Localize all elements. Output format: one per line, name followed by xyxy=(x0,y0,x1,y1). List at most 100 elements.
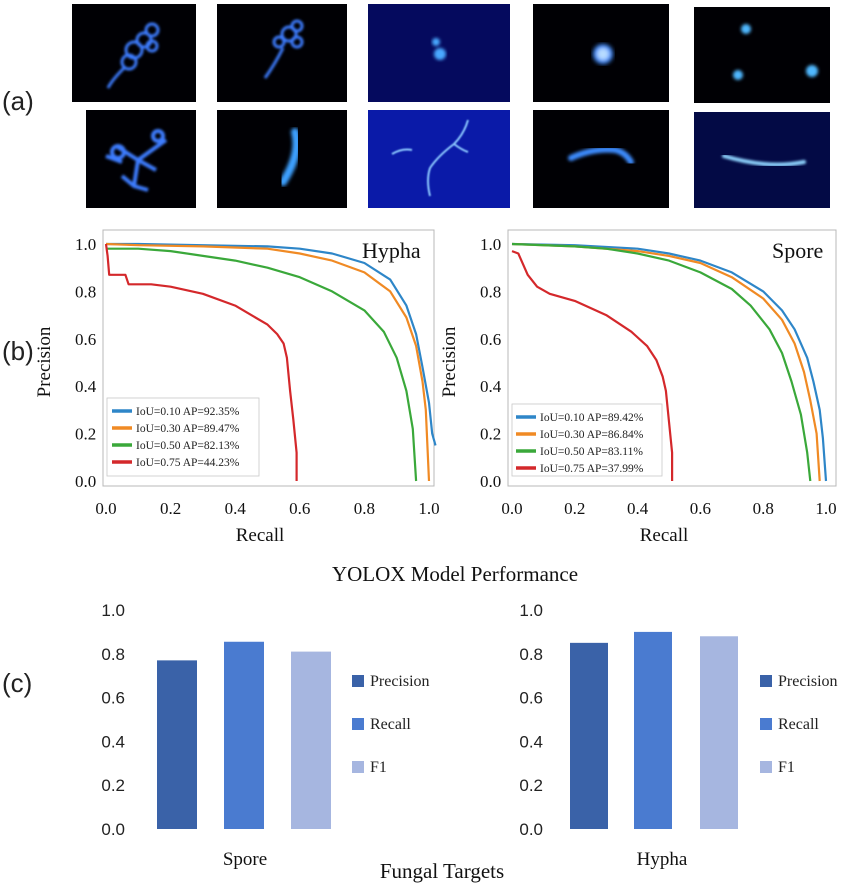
pr-hypha-legend-box xyxy=(106,397,260,477)
pr-chart-spore: Spore Precision Recall 0.0 0.2 0.4 0.6 0.8 1.… xyxy=(439,229,837,546)
pr-hypha-title: Hypha xyxy=(362,238,421,263)
pr-spore-ytick: 1.0 xyxy=(480,235,501,254)
pr-spore-ytick: 0.0 xyxy=(480,472,501,491)
pr-hypha-series-0 xyxy=(106,242,437,446)
pr-hypha-ylabel: Precision xyxy=(34,326,55,397)
bars-spore-ytick: 1.0 xyxy=(101,601,125,620)
micrograph-long-thin-hypha xyxy=(368,110,510,208)
pr-spore-xtick: 0.8 xyxy=(753,499,774,518)
pr-hypha-xtick: 0.8 xyxy=(354,499,375,518)
pr-hypha-legend-label: IoU=0.10 AP=92.35% xyxy=(136,406,240,418)
bars-spore-ytick: 0.6 xyxy=(101,689,125,708)
pr-hypha-legend-label: IoU=0.50 AP=82.13% xyxy=(136,440,240,452)
pr-hypha-ytick: 0.8 xyxy=(75,282,96,301)
bars-spore-ytick: 0.0 xyxy=(101,820,125,839)
pr-hypha-xtick: 0.0 xyxy=(95,499,116,518)
pr-spore-legend-label: IoU=0.10 AP=89.42% xyxy=(540,412,644,424)
pr-spore-ytick: 0.2 xyxy=(480,425,501,444)
panel-label-c: (c) xyxy=(2,668,33,698)
bars-hypha-bar-precision xyxy=(570,642,608,829)
bars-hypha-legend-swatch xyxy=(760,675,772,687)
bars-hypha-ytick: 0.2 xyxy=(519,776,543,795)
pr-hypha-xlabel: Recall xyxy=(236,525,285,546)
panel-label-b: (b) xyxy=(2,336,34,366)
micrograph-budding-spore-germ-tube xyxy=(217,4,347,102)
pr-hypha-series-3 xyxy=(104,243,298,481)
micrograph-three-scattered-spores xyxy=(694,7,830,103)
pr-spore-xlabel: Recall xyxy=(640,525,689,546)
pr-hypha-legend-label: IoU=0.30 AP=89.47% xyxy=(136,423,240,435)
pr-spore-legend-label: IoU=0.30 AP=86.84% xyxy=(540,429,644,441)
pr-hypha-xtick: 1.0 xyxy=(418,499,439,518)
pr-hypha-series-2 xyxy=(106,247,418,482)
bars-hypha-bar-f1 xyxy=(700,636,738,829)
pr-spore-legend-label: IoU=0.50 AP=83.11% xyxy=(540,446,643,458)
pr-spore-ytick: 0.6 xyxy=(480,330,501,349)
bars-spore-legend-label: F1 xyxy=(370,759,387,776)
pr-spore-ytick: 0.8 xyxy=(480,282,501,301)
bars-spore-legend-label: Precision xyxy=(370,673,430,690)
pr-spore-ytick: 0.4 xyxy=(480,377,502,396)
pr-hypha-ytick: 1.0 xyxy=(75,235,96,254)
bars-hypha-ytick: 0.6 xyxy=(519,689,543,708)
pr-spore-legend-box xyxy=(511,403,663,477)
micrograph-budding-spore-cluster xyxy=(72,4,196,102)
pr-spore-ylabel: Precision xyxy=(439,326,460,397)
micrograph-single-round-spore xyxy=(533,4,669,102)
pr-hypha-legend-label: IoU=0.75 AP=44.23% xyxy=(136,457,240,469)
pr-hypha-ytick: 0.6 xyxy=(75,330,96,349)
pr-spore-series-2 xyxy=(511,242,812,482)
pr-hypha-frame xyxy=(102,229,435,487)
pr-hypha-xtick: 0.2 xyxy=(160,499,181,518)
bars-spore-ytick: 0.2 xyxy=(101,776,125,795)
bars-spore-category: Spore xyxy=(223,849,267,870)
pr-spore-xtick: 1.0 xyxy=(815,499,836,518)
bars-spore-legend-swatch xyxy=(352,675,364,687)
pr-hypha-xtick: 0.4 xyxy=(225,499,247,518)
pr-hypha-series-1 xyxy=(105,242,431,482)
pr-hypha-ytick: 0.0 xyxy=(75,472,96,491)
bars-spore-ytick: 0.8 xyxy=(101,645,125,664)
bar-section-title: Fungal Targets xyxy=(380,859,504,883)
bars-hypha-category: Hypha xyxy=(637,849,688,870)
micrograph-elongated-hypha xyxy=(694,112,830,208)
micrograph-faint-spore-pair xyxy=(368,4,510,102)
bars-hypha-ytick: 0.8 xyxy=(519,645,543,664)
pr-spore-xtick: 0.0 xyxy=(501,499,522,518)
pr-spore-xtick: 0.6 xyxy=(690,499,711,518)
bars-hypha-legend-label: F1 xyxy=(778,759,795,776)
bar-chart-hypha: 0.0 0.2 0.4 0.6 0.8 1.0 Precision Recall F1 Hyph… xyxy=(519,601,837,870)
pr-hypha-ytick: 0.2 xyxy=(75,425,96,444)
bars-spore-ytick: 0.4 xyxy=(101,732,125,751)
pr-hypha-xtick: 0.6 xyxy=(289,499,310,518)
pr-spore-series-0 xyxy=(511,242,828,482)
bars-spore-legend-swatch xyxy=(352,718,364,730)
panel-label-a: (a) xyxy=(2,86,34,116)
pr-spore-xtick: 0.4 xyxy=(627,499,649,518)
micrograph-short-bent-hypha xyxy=(533,110,669,208)
bars-spore-bar-f1 xyxy=(291,651,331,829)
bars-hypha-ytick: 1.0 xyxy=(519,601,543,620)
pr-spore-title: Spore xyxy=(772,238,823,263)
bars-spore-legend-swatch xyxy=(352,761,364,773)
micrograph-curved-hypha-fragment xyxy=(217,110,347,208)
bars-hypha-ytick: 0.4 xyxy=(519,732,543,751)
pr-hypha-ytick: 0.4 xyxy=(75,377,97,396)
pr-spore-series-3 xyxy=(511,250,674,481)
bars-spore-bar-recall xyxy=(224,641,264,829)
micrograph-branched-hypha-cluster xyxy=(86,110,196,208)
bars-hypha-legend-label: Precision xyxy=(778,673,838,690)
bars-hypha-ytick: 0.0 xyxy=(519,820,543,839)
bars-hypha-bar-recall xyxy=(634,631,672,829)
bars-spore-bar-precision xyxy=(157,660,197,829)
pr-spore-series-1 xyxy=(511,242,821,482)
bars-hypha-legend-swatch xyxy=(760,761,772,773)
pr-chart-hypha: Hypha Precision Recall 0.0 0.2 0.4 0.6 0.8 1.… xyxy=(34,229,440,546)
pr-section-title: YOLOX Model Performance xyxy=(332,562,578,586)
pr-spore-legend-label: IoU=0.75 AP=37.99% xyxy=(540,463,644,475)
bars-hypha-legend-swatch xyxy=(760,718,772,730)
bar-chart-spore: 0.0 0.2 0.4 0.6 0.8 1.0 Precision Recall F1 Spor… xyxy=(101,601,429,870)
pr-spore-xtick: 0.2 xyxy=(564,499,585,518)
bars-hypha-legend-label: Recall xyxy=(778,716,819,733)
